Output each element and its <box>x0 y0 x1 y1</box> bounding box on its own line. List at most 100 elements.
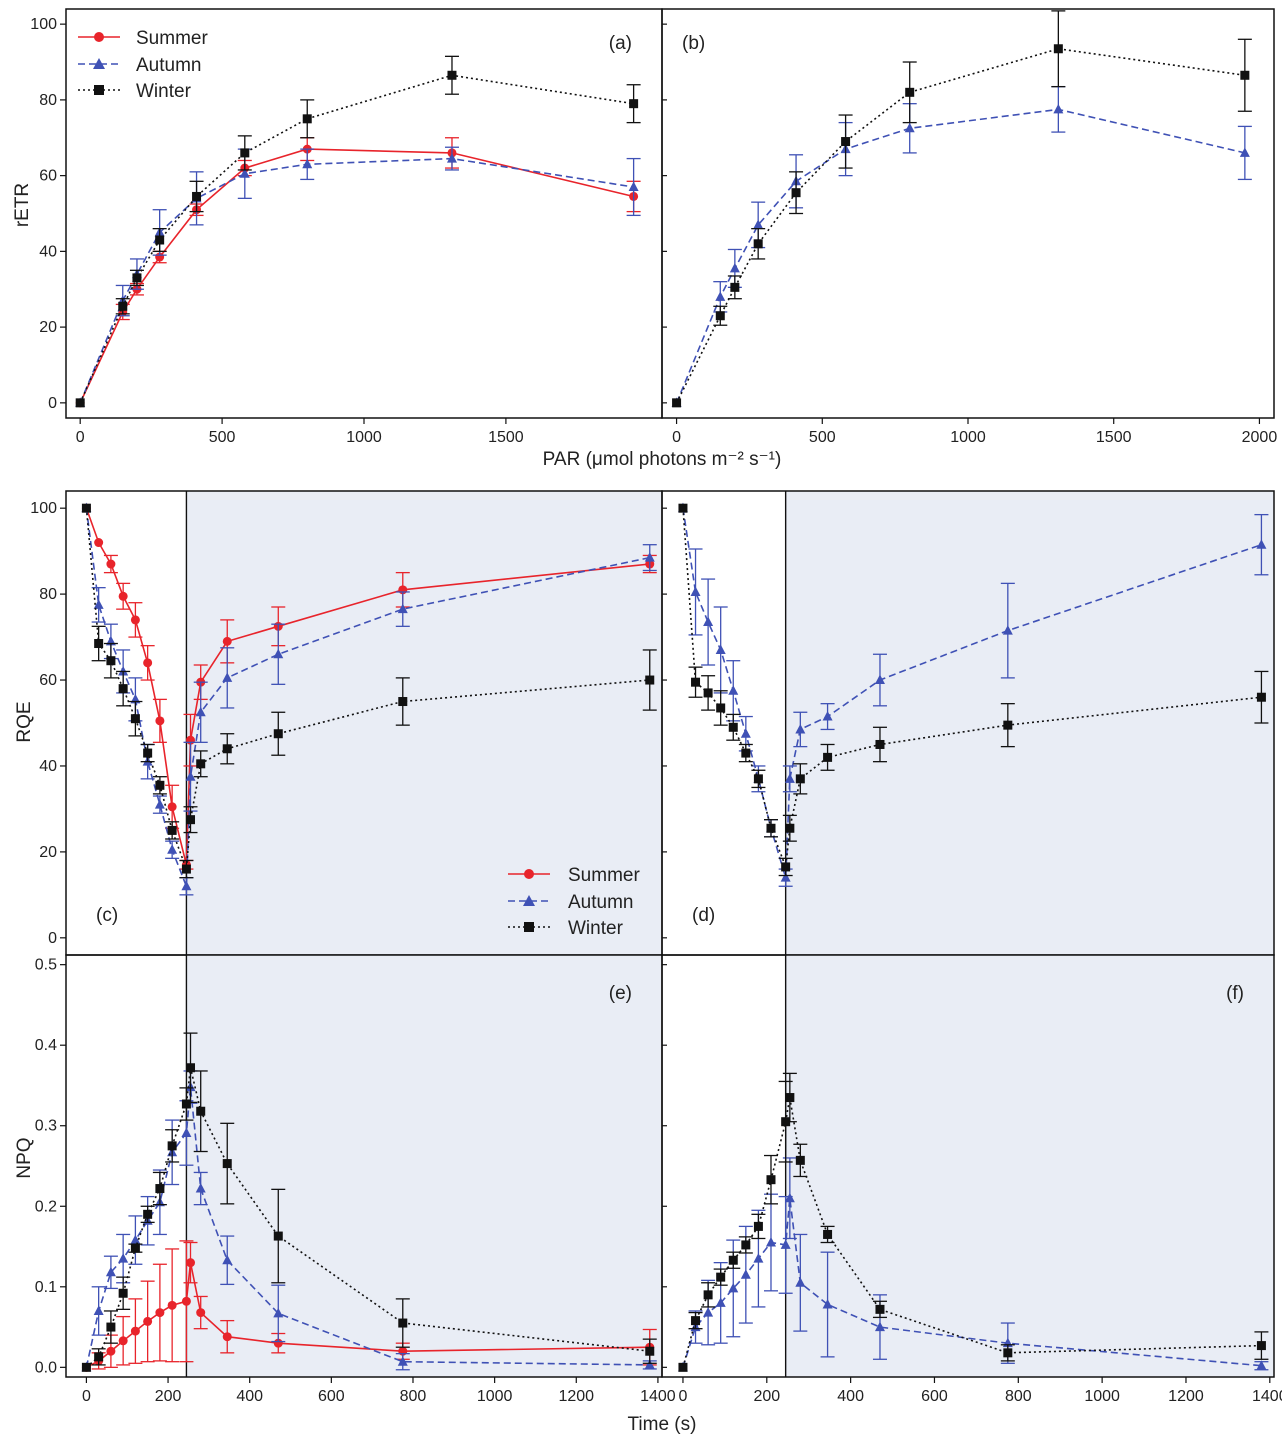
data-point <box>195 706 206 717</box>
data-point <box>186 1063 196 1073</box>
data-point <box>753 1221 763 1231</box>
data-point <box>703 688 713 698</box>
panel-e-ytick-label-0.1: 0.1 <box>35 1279 57 1296</box>
series-line <box>79 148 634 404</box>
panel-a-series-winter <box>75 55 641 408</box>
panel-d-recovery-shade <box>785 491 1274 955</box>
panel-a-ytick-label-40: 40 <box>39 243 57 260</box>
data-point <box>118 1253 129 1263</box>
data-point <box>106 559 116 569</box>
data-point <box>822 711 833 721</box>
legend-mid-autumn-marker <box>523 895 535 906</box>
data-point <box>874 674 885 685</box>
legend-top-autumn-marker <box>93 58 105 69</box>
data-point <box>130 1234 141 1245</box>
data-point <box>728 685 739 695</box>
data-point <box>765 1237 776 1247</box>
data-point <box>222 744 232 754</box>
data-point <box>222 636 232 646</box>
panel-b-xtick-label-0: 0 <box>672 429 681 446</box>
panel-f-series-winter <box>678 1072 1269 1372</box>
panel-a-label: (a) <box>609 33 632 54</box>
data-point <box>196 1308 206 1318</box>
panel-f-xtick-label-400: 400 <box>837 1388 864 1405</box>
panel-a-xtick-label-0: 0 <box>76 429 85 446</box>
data-point <box>740 1269 751 1279</box>
data-point <box>781 1117 791 1127</box>
data-point <box>785 823 795 833</box>
data-point <box>222 672 233 682</box>
data-point <box>753 219 764 229</box>
data-point <box>795 723 806 734</box>
data-point <box>94 538 104 548</box>
data-point <box>741 1240 751 1250</box>
data-point <box>1053 44 1063 54</box>
panel-f-label: (f) <box>1226 983 1244 1004</box>
data-point <box>1256 1360 1267 1370</box>
panel-b-xtick-label-1500: 1500 <box>1096 429 1132 446</box>
ylabel-rqe: RQE <box>14 701 35 742</box>
data-point <box>106 1322 116 1332</box>
data-point <box>447 70 457 80</box>
panel-c-ytick-label-100: 100 <box>30 500 57 517</box>
legend-mid: Summer Autumn Winter <box>508 865 640 939</box>
panel-c-ytick-label-0: 0 <box>48 930 57 947</box>
panel-c-ytick-label-80: 80 <box>39 586 57 603</box>
data-point <box>1256 692 1266 702</box>
panel-d-label: (d) <box>692 905 715 926</box>
data-point <box>155 716 165 726</box>
data-point <box>239 168 250 178</box>
data-point <box>118 1288 128 1298</box>
data-point <box>904 122 915 133</box>
panel-e: 0.0 0.1 0.2 0.3 0.4 0.5 0 200 400 600 800 1000 1200 1… <box>35 954 676 1405</box>
data-point <box>784 773 795 783</box>
panel-f-xtick-label-1400: 1400 <box>1252 1388 1282 1405</box>
data-point <box>1002 625 1013 635</box>
data-point <box>780 872 791 882</box>
data-point <box>181 864 191 874</box>
data-point <box>130 1326 140 1336</box>
panel-a-xtick-label-500: 500 <box>209 429 236 446</box>
panel-c-ytick-label-60: 60 <box>39 672 57 689</box>
data-point <box>716 703 726 713</box>
data-point <box>93 1305 104 1315</box>
data-point <box>105 1266 116 1277</box>
data-point <box>302 114 312 124</box>
legend-mid-winter-label: Winter <box>568 918 624 939</box>
panel-e-xtick-label-1200: 1200 <box>558 1388 594 1405</box>
panel-b-xtick-label-500: 500 <box>809 429 836 446</box>
data-point <box>628 181 639 191</box>
series-line <box>85 1067 650 1368</box>
panel-e-series-winter <box>81 1032 657 1372</box>
panel-f-xtick-label-200: 200 <box>753 1388 780 1405</box>
data-point <box>106 1346 116 1356</box>
data-point <box>1003 720 1013 730</box>
panel-a-ytick-label-100: 100 <box>30 16 57 33</box>
data-point <box>629 99 639 109</box>
data-point <box>273 1307 284 1318</box>
data-point <box>167 1141 177 1151</box>
series-line <box>79 74 634 404</box>
panel-f: 0 200 400 600 800 1000 1200 1400 (f) <box>661 954 1282 1405</box>
data-point <box>181 1099 191 1109</box>
data-point <box>154 799 165 809</box>
data-point <box>795 1277 806 1287</box>
data-point <box>81 503 91 513</box>
data-point <box>672 398 682 408</box>
panel-e-ytick-label-0: 0.0 <box>35 1359 57 1376</box>
legend-top-winter-marker <box>94 85 104 95</box>
data-point <box>143 658 153 668</box>
data-point <box>753 1253 764 1263</box>
panel-e-xtick-label-200: 200 <box>155 1388 182 1405</box>
panel-a-ytick-label-20: 20 <box>39 319 57 336</box>
panel-c-ytick-label-40: 40 <box>39 758 57 775</box>
panel-f-xtick-label-800: 800 <box>1005 1388 1032 1405</box>
data-point <box>795 1155 805 1165</box>
data-point <box>874 1321 885 1332</box>
panel-f-xtick-label-600: 600 <box>921 1388 948 1405</box>
data-point <box>678 1362 688 1372</box>
data-point <box>823 1229 833 1239</box>
data-point <box>645 1346 655 1356</box>
